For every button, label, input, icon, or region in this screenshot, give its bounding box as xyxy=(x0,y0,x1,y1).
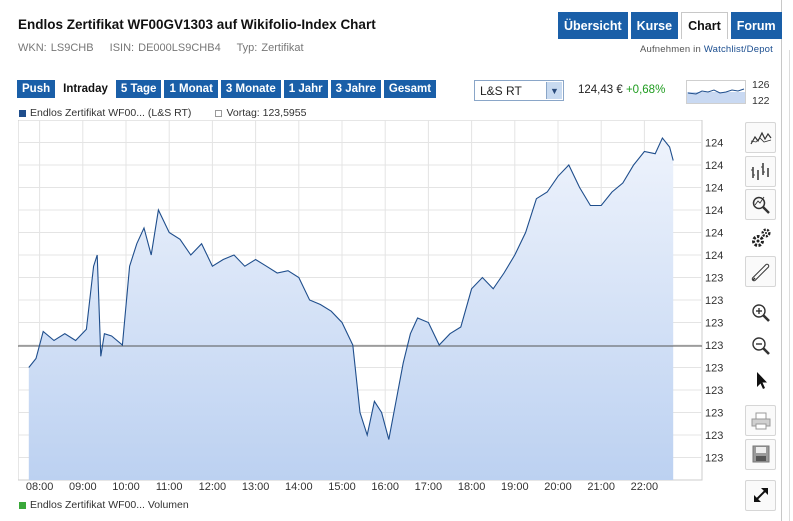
price-line xyxy=(28,136,674,440)
quote-display: 124,43 € +0,68% xyxy=(578,84,665,96)
chart-tools xyxy=(745,122,777,513)
tab-kurse[interactable]: Kurse xyxy=(630,12,679,39)
range-3-years-button[interactable]: 3 Jahre xyxy=(330,80,381,98)
x-tick-label: 18:00 xyxy=(458,481,486,492)
range-push-button[interactable]: Push xyxy=(17,80,56,98)
pointer-icon[interactable] xyxy=(745,364,776,395)
right-frame-border xyxy=(781,0,782,521)
y-tick-label: 123,2 xyxy=(705,430,724,442)
right-inner-border xyxy=(789,50,790,521)
y-tick-label: 123,9 xyxy=(705,273,724,285)
sparkline-line xyxy=(687,88,745,95)
x-tick-label: 21:00 xyxy=(587,481,615,492)
series-swatch xyxy=(19,109,26,117)
range-total-button[interactable]: Gesamt xyxy=(383,80,437,98)
watchlist-hint: Aufnehmen in Watchlist/Depot xyxy=(640,44,773,55)
tab-uebersicht[interactable]: Übersicht xyxy=(558,12,628,39)
sparkline-low: 122 xyxy=(752,95,770,107)
x-tick-label: 10:00 xyxy=(112,481,140,492)
security-meta: WKN: LS9CHB ISIN: DE000LS9CHB4 Typ: Zert… xyxy=(18,42,316,54)
y-tick-label: 123,1 xyxy=(705,453,724,465)
x-tick-label: 15:00 xyxy=(328,481,356,492)
wkn-label: WKN: LS9CHB xyxy=(18,42,94,54)
chart-legend: Endlos Zertifikat WF00... (L&S RT) Vorta… xyxy=(19,107,306,119)
y-tick-label: 124,4 xyxy=(705,160,724,172)
range-selector: Push Intraday 5 Tage 1 Monat 3 Monate 1 … xyxy=(17,80,439,98)
y-tick-label: 124,0 xyxy=(705,250,724,262)
save-icon[interactable] xyxy=(745,438,776,470)
main-tabs: Übersicht Kurse Chart Forum xyxy=(558,12,785,39)
type-label: Typ: Zertifikat xyxy=(236,42,304,54)
x-tick-label: 17:00 xyxy=(415,481,443,492)
x-tick-label: 09:00 xyxy=(69,481,97,492)
last-price: 124,43 € xyxy=(578,84,623,96)
y-tick-label: 123,4 xyxy=(705,385,724,397)
zoom-out-icon[interactable] xyxy=(745,331,776,362)
y-tick-label: 124,3 xyxy=(705,183,724,195)
range-1-year-button[interactable]: 1 Jahr xyxy=(283,80,328,98)
range-intraday-button[interactable]: Intraday xyxy=(58,80,113,98)
x-tick-label: 11:00 xyxy=(156,481,183,492)
exchange-select[interactable]: L&S RT ▼ xyxy=(474,80,564,101)
watchlist-link[interactable]: Watchlist/Depot xyxy=(703,44,773,55)
draw-pen-icon[interactable] xyxy=(745,256,776,287)
x-tick-label: 20:00 xyxy=(544,481,572,492)
prev-close-swatch xyxy=(215,109,223,117)
line-chart-icon[interactable] xyxy=(745,122,776,153)
zoom-in-icon[interactable] xyxy=(745,297,776,328)
page-title: Endlos Zertifikat WF00GV1303 auf Wikifol… xyxy=(18,17,376,32)
volume-swatch xyxy=(19,501,26,509)
range-5-days-button[interactable]: 5 Tage xyxy=(115,80,162,98)
y-tick-label: 123,5 xyxy=(705,363,724,375)
range-1-month-button[interactable]: 1 Monat xyxy=(164,80,218,98)
chevron-down-icon[interactable]: ▼ xyxy=(546,82,562,99)
y-tick-label: 123,7 xyxy=(705,318,724,330)
x-axis-ticks: 08:00 09:00 10:00 11:00 12:00 13:00 14:00 15:00… xyxy=(26,481,658,492)
prev-close-label: Vortag: 123,5955 xyxy=(226,107,307,119)
x-tick-label: 19:00 xyxy=(501,481,529,492)
y-tick-label: 123,6 xyxy=(705,340,724,352)
x-tick-label: 16:00 xyxy=(371,481,399,492)
y-axis-ticks: 123,1 123,2 123,3 123,4 123,5 123,6 123,7 123,8… xyxy=(705,138,724,465)
sparkline-area xyxy=(687,92,745,103)
watchlist-prefix: Aufnehmen in xyxy=(639,44,704,55)
y-tick-label: 124,1 xyxy=(705,228,724,240)
zoom-area-icon[interactable] xyxy=(745,189,776,220)
y-tick-label: 123,3 xyxy=(705,408,724,420)
x-tick-label: 14:00 xyxy=(285,481,313,492)
print-icon[interactable] xyxy=(745,405,776,436)
sparkline-high: 126 xyxy=(752,79,770,91)
x-tick-label: 08:00 xyxy=(26,481,54,492)
y-tick-label: 124,2 xyxy=(705,205,724,217)
price-area xyxy=(28,138,674,480)
x-tick-label: 13:00 xyxy=(242,481,270,492)
isin-label: ISIN: DE000LS9CHB4 xyxy=(109,42,221,54)
x-tick-label: 22:00 xyxy=(631,481,659,492)
price-chart[interactable]: 123,1 123,2 123,3 123,4 123,5 123,6 123,7 123,8… xyxy=(18,120,724,492)
settings-icon[interactable] xyxy=(745,223,776,254)
ohlc-chart-icon[interactable] xyxy=(745,155,776,187)
range-3-months-button[interactable]: 3 Monate xyxy=(220,80,281,98)
y-tick-label: 124,5 xyxy=(705,138,724,150)
x-tick-label: 12:00 xyxy=(199,481,227,492)
price-change: +0,68% xyxy=(625,84,666,96)
tab-forum[interactable]: Forum xyxy=(730,12,782,39)
sparkline-chart[interactable] xyxy=(686,80,746,104)
volume-legend: Endlos Zertifikat WF00... Volumen xyxy=(19,499,189,511)
exchange-value: L&S RT xyxy=(480,83,522,98)
series-legend-label: Endlos Zertifikat WF00... (L&S RT) xyxy=(30,107,192,119)
y-tick-label: 123,8 xyxy=(705,295,724,307)
tab-chart[interactable]: Chart xyxy=(681,12,728,39)
volume-legend-label: Endlos Zertifikat WF00... Volumen xyxy=(30,499,189,511)
fullscreen-icon[interactable] xyxy=(745,479,776,511)
